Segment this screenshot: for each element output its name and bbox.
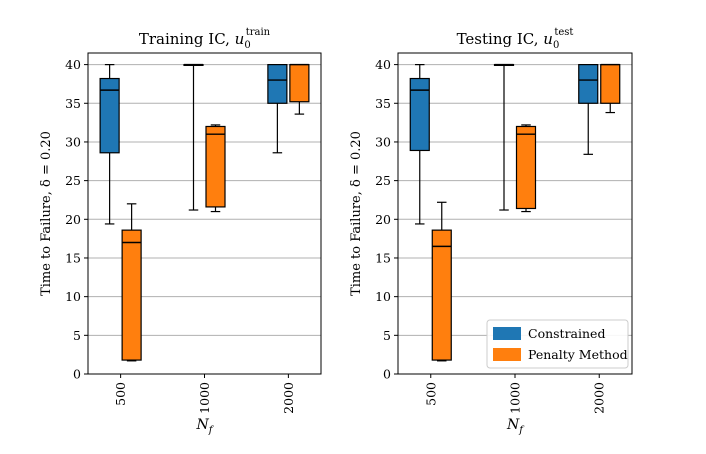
y-tick-label: 15 (65, 250, 81, 265)
y-tick-label: 35 (375, 96, 391, 111)
y-axis-label: Time to Failure, δ = 0.20 (39, 131, 54, 296)
box-body (99, 77, 120, 154)
box-penalty-method-1000 (515, 124, 537, 213)
y-tick-label: 5 (383, 328, 391, 343)
legend-swatch-penalty-method (493, 348, 521, 361)
x-tick-label-1000: 1000 (508, 382, 523, 414)
box-body (600, 64, 621, 104)
chart-title: Training IC, u0train (139, 27, 271, 51)
y-tick-label: 10 (375, 289, 391, 304)
box-body (289, 64, 310, 103)
legend: Constrained Penalty Method (486, 319, 629, 369)
y-tick-label: 40 (375, 57, 391, 72)
legend-swatch-constrained (493, 327, 521, 340)
box-constrained-500 (99, 64, 120, 225)
legend-box (486, 319, 629, 369)
chart-title: Testing IC, u0test (457, 27, 574, 51)
x-tick-label-500: 500 (423, 382, 438, 406)
panel-2: 0 5 10 15 20 25 30 35 40 500 1000 2000 Nf Time to Fai… (349, 27, 633, 436)
box-penalty-method-1000 (205, 124, 226, 213)
box-penalty-method-500 (121, 203, 142, 362)
box-body (578, 64, 599, 104)
legend-label-penalty-method: Penalty Method (528, 347, 628, 362)
y-tick-label: 30 (375, 134, 391, 149)
box-constrained-500 (409, 64, 430, 225)
y-tick-label: 30 (65, 134, 81, 149)
box-penalty-method-2000 (289, 63, 310, 115)
y-tick-label: 5 (73, 328, 81, 343)
box-penalty-method-2000 (600, 63, 621, 114)
y-tick-label: 35 (65, 96, 81, 111)
box-constrained-2000 (267, 64, 288, 154)
x-tick-label-2000: 2000 (281, 382, 296, 414)
box-body (409, 77, 430, 152)
box-body (431, 229, 452, 361)
x-tick-label-2000: 2000 (592, 382, 607, 414)
y-tick-label: 20 (65, 212, 81, 227)
x-tick-label-1000: 1000 (197, 382, 212, 414)
box-constrained-2000 (578, 64, 599, 155)
y-tick-label: 0 (383, 367, 391, 382)
x-axis-label: Nf (506, 417, 525, 436)
box-constrained-1000 (493, 63, 515, 211)
box-body (267, 64, 288, 104)
y-tick-label: 15 (375, 250, 391, 265)
box-body (205, 125, 226, 208)
y-tick-label: 25 (65, 173, 81, 188)
x-tick-label-500: 500 (113, 382, 128, 406)
y-tick-label: 20 (375, 212, 391, 227)
legend-label-constrained: Constrained (528, 326, 605, 341)
y-axis-label: Time to Failure, δ = 0.20 (349, 131, 364, 296)
box-constrained-1000 (183, 63, 204, 211)
box-penalty-method-500 (431, 201, 452, 362)
x-axis-label: Nf (196, 417, 215, 436)
box-body (121, 229, 142, 361)
y-tick-label: 25 (375, 173, 391, 188)
y-tick-label: 10 (65, 289, 81, 304)
y-tick-label: 0 (73, 367, 81, 382)
panel-1: 0 5 10 15 20 25 30 35 40 500 1000 2000 Nf Time to Fai… (39, 27, 322, 436)
box-body (515, 125, 537, 210)
y-tick-label: 40 (65, 57, 81, 72)
